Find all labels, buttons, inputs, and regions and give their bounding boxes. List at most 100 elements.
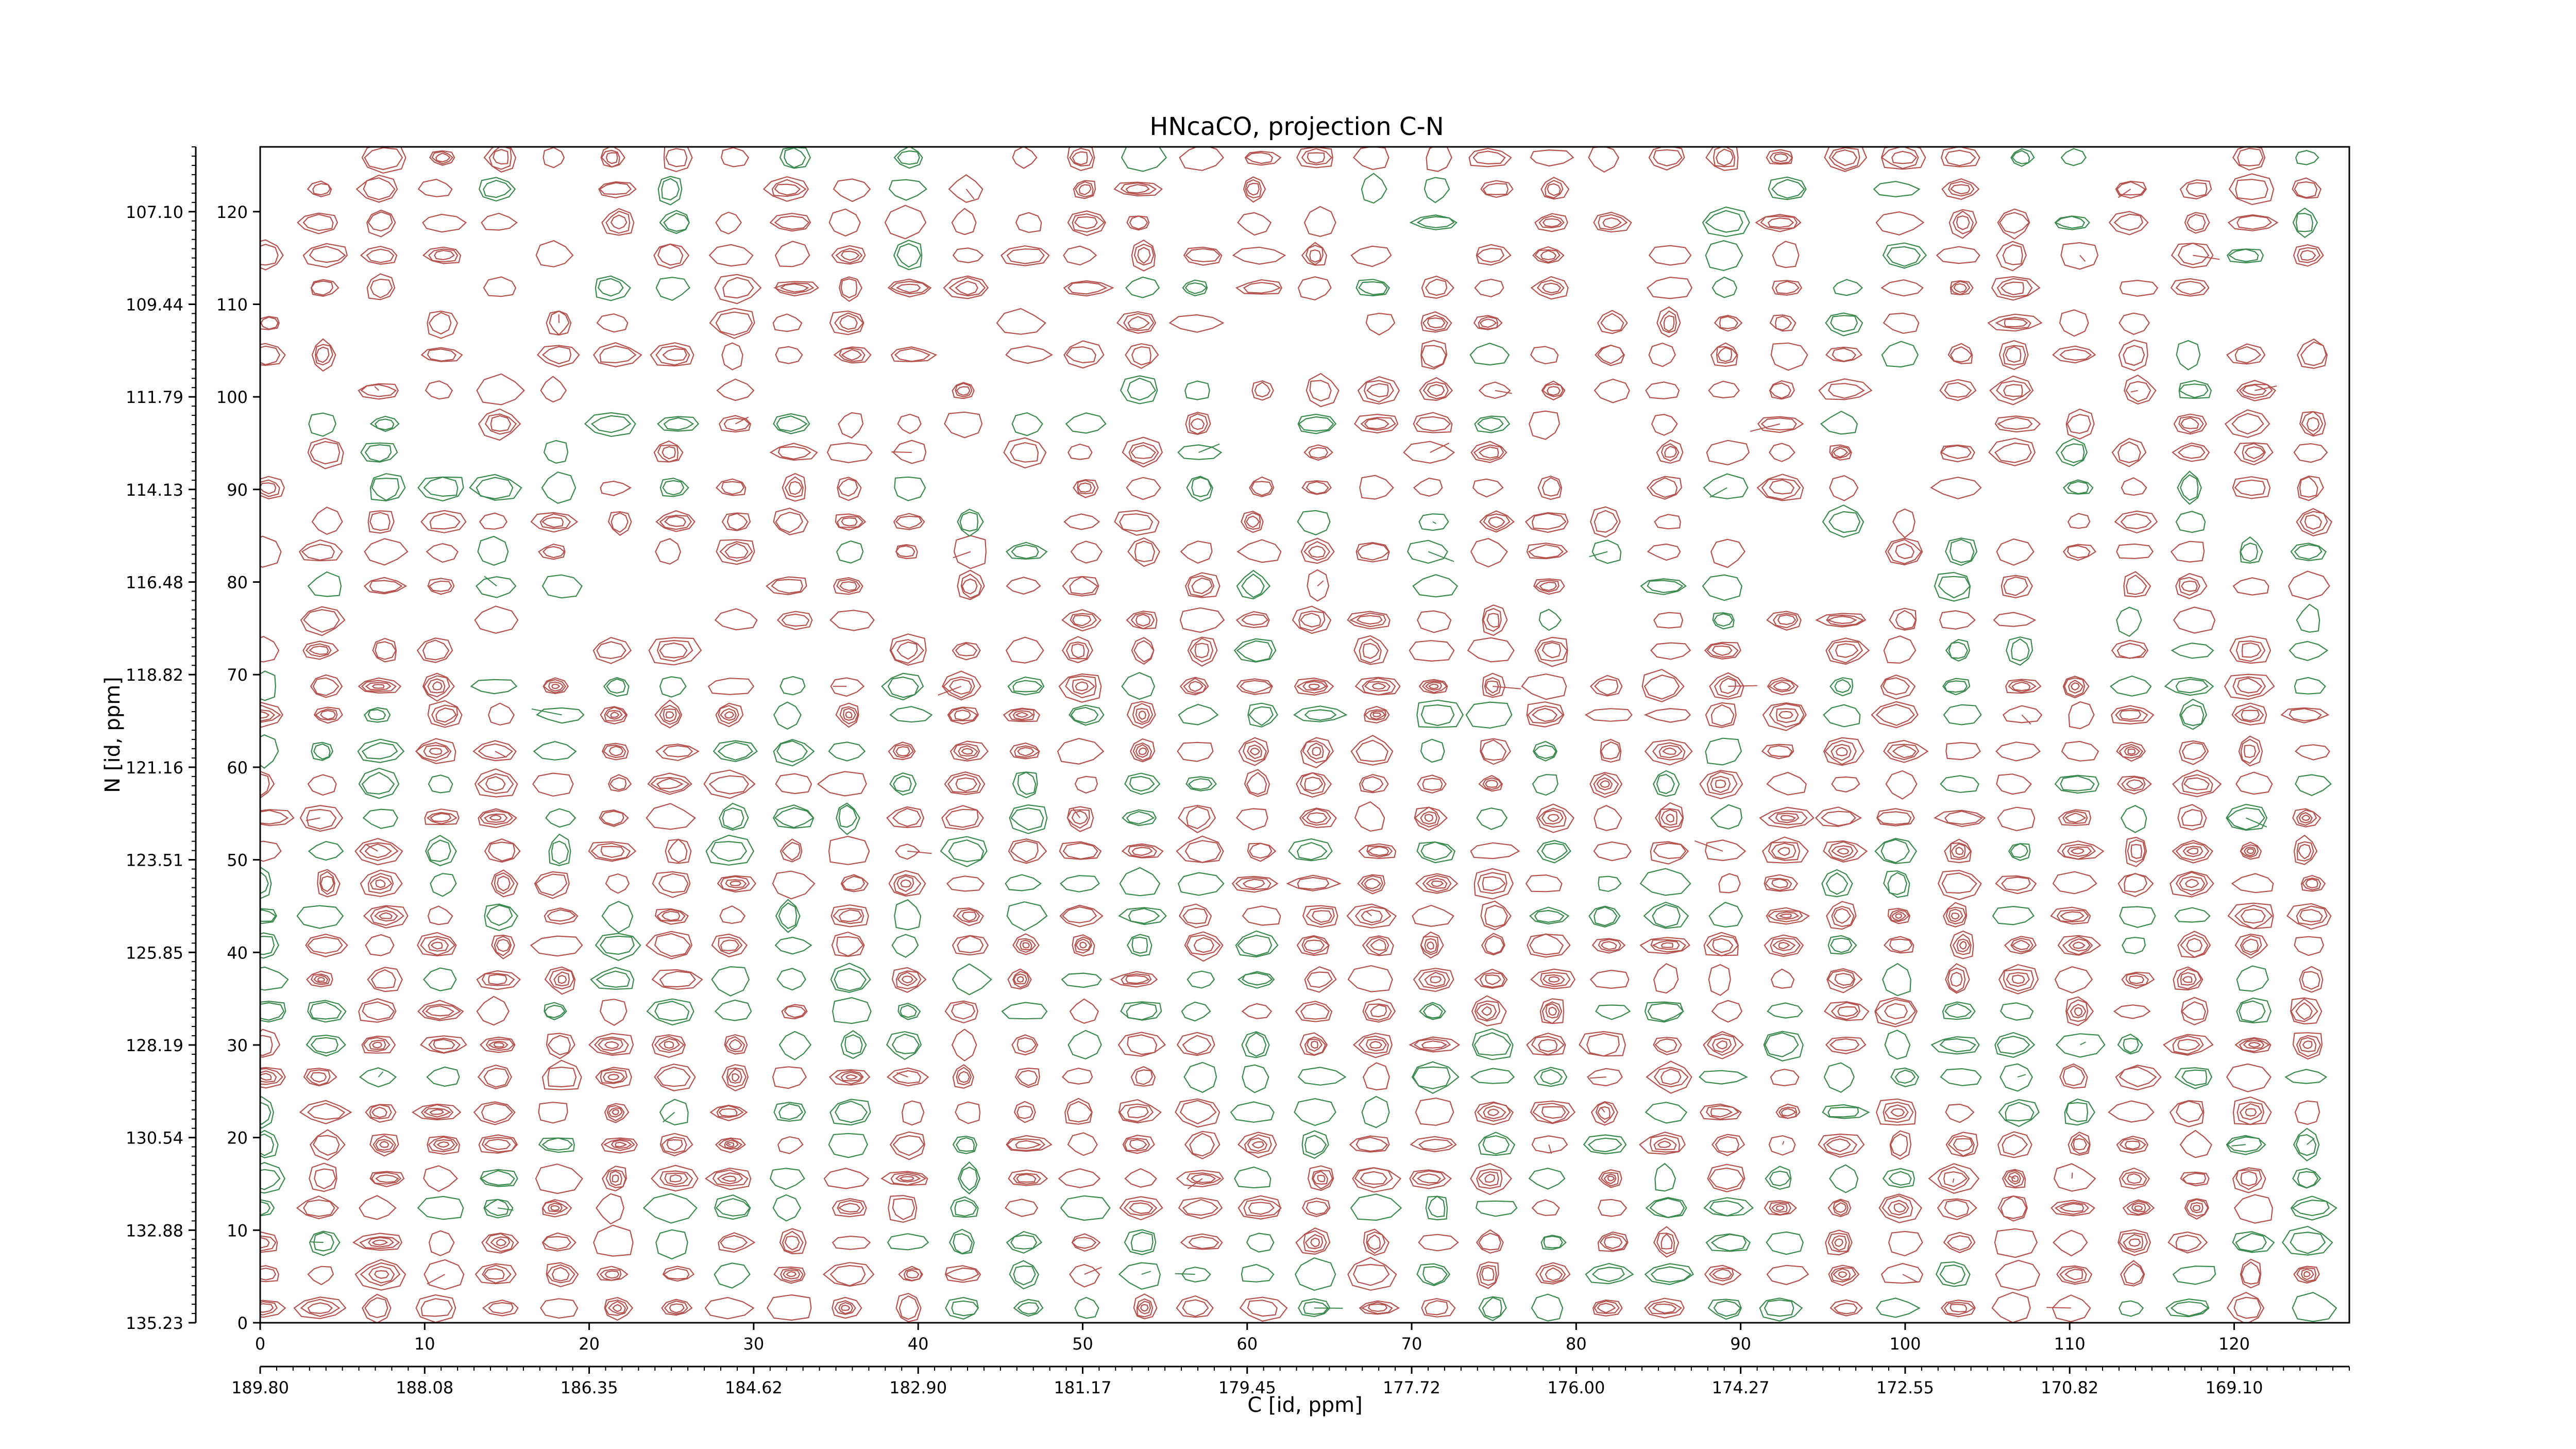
contour-line [1010,442,1039,463]
contour-line [717,742,753,761]
contour-line [834,1300,856,1315]
contour-line [483,813,508,823]
contour-line [1352,1263,1390,1286]
contour-line [2123,571,2151,598]
contour-line [601,208,635,236]
contour-line [485,1038,515,1051]
contour-line [2234,705,2264,723]
contour-line [1703,1031,1744,1059]
contour-line [1478,316,1499,330]
contour-line [470,679,518,695]
contour-line [1132,742,1153,761]
contour-line [1996,538,2035,566]
contour-line [656,908,686,922]
contour-line [311,507,343,535]
contour-line [1769,1202,1792,1216]
contour-line [1541,843,1568,861]
contour-line [1008,838,1047,864]
contour-line [1953,283,1968,293]
contour-line [2059,1063,2088,1089]
contour-line [1237,935,1273,956]
contour-line [1660,1068,1682,1085]
contour-line [1834,1238,1844,1247]
contour-line [1895,543,1915,560]
contour-line [483,179,512,198]
contour-line [547,909,577,922]
contour-line [361,1035,396,1054]
contour-bridge [2071,1172,2073,1179]
contour-line [2177,1038,2200,1051]
contour-line [363,577,408,595]
contour-line [2054,966,2093,994]
contour-line [490,415,512,432]
contour-line [1360,1171,1388,1185]
contour-line [1778,1106,1798,1119]
contour-line [1424,1300,1448,1316]
contour-line [2010,638,2030,662]
contour-line [1231,875,1279,893]
contour-line [1766,907,1810,925]
contour-line [1534,249,1561,263]
contour-line [1016,1173,1037,1183]
contour-line [417,932,457,957]
contour-line [1875,704,1915,726]
contour-line [1349,612,1386,628]
contour-line [2299,1037,2317,1052]
contour-bridge [1902,1274,1919,1283]
contour-line [1889,909,1910,922]
contour-line [1831,446,1851,459]
contour-line [2179,1130,2213,1158]
contour-line [708,244,754,267]
contour-line [541,471,577,504]
contour-line [544,966,576,995]
contour-line [434,249,455,261]
contour-line [307,774,337,796]
x-index-tick-label: 10 [414,1334,435,1354]
contour-line [828,835,870,865]
contour-line [1583,1134,1627,1155]
contour-line [1422,381,1449,399]
contour-line [724,543,749,559]
contour-line [1994,415,2041,433]
contour-line [1483,513,1511,531]
contour-line [1768,1135,1796,1156]
contour-line [1761,836,1809,864]
contour-line [1358,281,1388,295]
contour-line [362,1001,395,1021]
contour-line [1176,1295,1214,1318]
contour-line [1182,1199,1218,1216]
contour-line [478,808,518,829]
contour-line [1545,1003,1560,1019]
contour-line [833,346,872,364]
contour-line [480,1036,516,1053]
contour-line [954,709,971,721]
contour-line [423,675,450,698]
y-index-tick-label: 0 [238,1313,248,1333]
contour-line [2130,844,2143,859]
contour-line [606,678,626,694]
contour-line [481,1137,517,1153]
contour-line [2242,384,2267,396]
contour-line [319,871,335,895]
contour-line [2117,1229,2151,1256]
contour-line [1370,938,1386,951]
contour-line [310,441,341,465]
x-index-tick-label: 100 [1889,1334,1921,1354]
contour-line [842,707,856,721]
contour-line [530,512,579,533]
contour-line [1829,1038,1860,1052]
contour-line [1065,412,1107,434]
contour-line [430,873,457,897]
contour-line [1950,971,1963,987]
contour-line [723,417,751,431]
contour-line [1179,1100,1217,1125]
contour-line [605,873,630,894]
contour-line [1247,1137,1268,1152]
contour-line [1062,842,1098,860]
contour-line [2169,1100,2205,1127]
contour-line [1069,704,1105,726]
contour-line [1175,1098,1221,1128]
contour-line [2119,710,2142,720]
contour-line [1484,935,1505,955]
contour-line [1077,482,1092,493]
